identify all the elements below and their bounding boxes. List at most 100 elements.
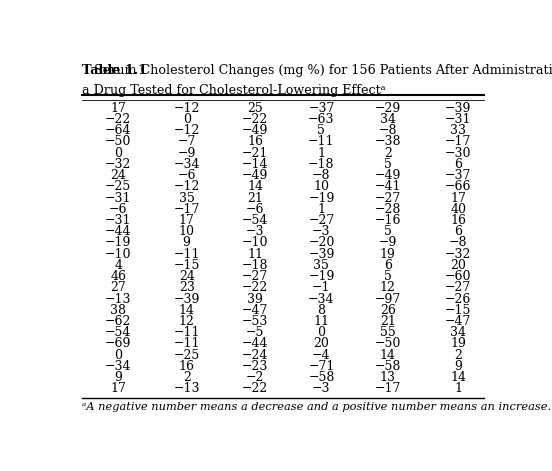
Text: −39: −39 <box>445 102 471 115</box>
Text: −12: −12 <box>173 102 200 115</box>
Text: −28: −28 <box>374 203 401 216</box>
Text: −34: −34 <box>308 292 335 306</box>
Text: 39: 39 <box>247 292 263 306</box>
Text: −32: −32 <box>105 158 131 171</box>
Text: 9: 9 <box>183 236 190 250</box>
Text: −27: −27 <box>308 214 335 227</box>
Text: −34: −34 <box>105 360 131 373</box>
Text: 8: 8 <box>317 304 325 317</box>
Text: 17: 17 <box>179 214 195 227</box>
Text: 10: 10 <box>179 225 195 238</box>
Text: −19: −19 <box>308 270 335 283</box>
Text: Table 1.1: Table 1.1 <box>82 65 147 78</box>
Text: −2: −2 <box>246 371 264 384</box>
Text: −11: −11 <box>173 248 200 260</box>
Text: −41: −41 <box>374 180 401 193</box>
Text: −15: −15 <box>445 304 471 317</box>
Text: −9: −9 <box>379 236 397 250</box>
Text: 20: 20 <box>314 338 330 350</box>
Text: 38: 38 <box>110 304 126 317</box>
Text: −6: −6 <box>246 203 264 216</box>
Text: −13: −13 <box>173 382 200 396</box>
Text: −3: −3 <box>312 382 331 396</box>
Text: 14: 14 <box>179 304 195 317</box>
Text: 12: 12 <box>179 315 195 328</box>
Text: −22: −22 <box>105 113 131 126</box>
Text: −17: −17 <box>374 382 401 396</box>
Text: ᵃA negative number means a decrease and a positive number means an increase.: ᵃA negative number means a decrease and … <box>82 402 551 412</box>
Text: −17: −17 <box>173 203 200 216</box>
Text: −26: −26 <box>445 292 471 306</box>
Text: 33: 33 <box>450 124 466 137</box>
Text: −10: −10 <box>242 236 268 250</box>
Text: −66: −66 <box>445 180 471 193</box>
Text: −6: −6 <box>109 203 128 216</box>
Text: −58: −58 <box>374 360 401 373</box>
Text: 5: 5 <box>384 225 392 238</box>
Text: −1: −1 <box>312 281 331 294</box>
Text: −7: −7 <box>177 135 196 148</box>
Text: −24: −24 <box>242 349 268 362</box>
Text: −47: −47 <box>445 315 471 328</box>
Text: Serum Cholesterol Changes (mg %) for 156 Patients After Administration of: Serum Cholesterol Changes (mg %) for 156… <box>82 65 552 78</box>
Text: −50: −50 <box>105 135 131 148</box>
Text: −10: −10 <box>105 248 131 260</box>
Text: −8: −8 <box>312 169 331 182</box>
Text: 16: 16 <box>179 360 195 373</box>
Text: −5: −5 <box>246 326 264 339</box>
Text: −12: −12 <box>173 124 200 137</box>
Text: −34: −34 <box>173 158 200 171</box>
Text: 9: 9 <box>454 360 462 373</box>
Text: 1: 1 <box>317 203 325 216</box>
Text: −50: −50 <box>374 338 401 350</box>
Text: 1: 1 <box>317 146 325 160</box>
Text: −49: −49 <box>242 169 268 182</box>
Text: 5: 5 <box>384 270 392 283</box>
Text: −44: −44 <box>242 338 268 350</box>
Text: −62: −62 <box>105 315 131 328</box>
Text: 14: 14 <box>380 349 396 362</box>
Text: −31: −31 <box>105 192 131 204</box>
Text: 10: 10 <box>314 180 330 193</box>
Text: −18: −18 <box>242 259 268 272</box>
Text: 6: 6 <box>454 225 462 238</box>
Text: 21: 21 <box>380 315 396 328</box>
Text: 21: 21 <box>247 192 263 204</box>
Text: −53: −53 <box>242 315 268 328</box>
Text: −23: −23 <box>242 360 268 373</box>
Text: −31: −31 <box>445 113 471 126</box>
Text: 23: 23 <box>179 281 195 294</box>
Text: −18: −18 <box>308 158 335 171</box>
Text: −27: −27 <box>445 281 471 294</box>
Text: 14: 14 <box>247 180 263 193</box>
Text: −54: −54 <box>105 326 131 339</box>
Text: −22: −22 <box>242 281 268 294</box>
Text: −11: −11 <box>308 135 335 148</box>
Text: −64: −64 <box>105 124 131 137</box>
Text: 6: 6 <box>454 158 462 171</box>
Text: −69: −69 <box>105 338 131 350</box>
Text: −49: −49 <box>374 169 401 182</box>
Text: −19: −19 <box>105 236 131 250</box>
Text: 34: 34 <box>450 326 466 339</box>
Text: 46: 46 <box>110 270 126 283</box>
Text: −8: −8 <box>449 236 468 250</box>
Text: −25: −25 <box>105 180 131 193</box>
Text: −39: −39 <box>308 248 335 260</box>
Text: 17: 17 <box>110 102 126 115</box>
Text: 11: 11 <box>247 248 263 260</box>
Text: 0: 0 <box>183 113 190 126</box>
Text: 5: 5 <box>317 124 325 137</box>
Text: −37: −37 <box>445 169 471 182</box>
Text: 17: 17 <box>450 192 466 204</box>
Text: −44: −44 <box>105 225 131 238</box>
Text: 20: 20 <box>450 259 466 272</box>
Text: 0: 0 <box>317 326 325 339</box>
Text: 9: 9 <box>114 371 122 384</box>
Text: 2: 2 <box>384 146 392 160</box>
Text: 25: 25 <box>247 102 263 115</box>
Text: −63: −63 <box>308 113 335 126</box>
Text: −39: −39 <box>173 292 200 306</box>
Text: 13: 13 <box>380 371 396 384</box>
Text: 14: 14 <box>450 371 466 384</box>
